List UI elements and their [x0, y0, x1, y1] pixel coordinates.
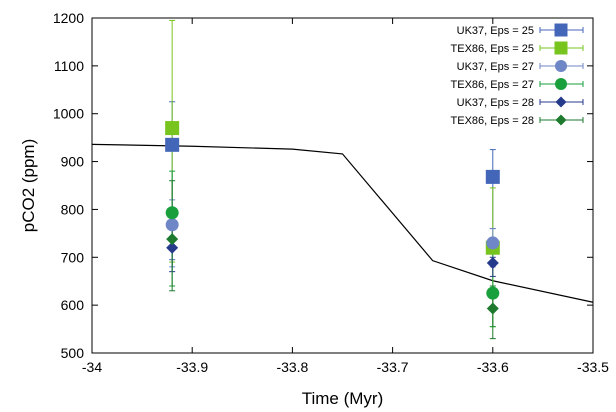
legend-marker [555, 78, 567, 90]
y-tick-label: 700 [61, 249, 85, 265]
legend-label: TEX86, Eps = 25 [451, 43, 534, 55]
series-0-errorbars [169, 101, 496, 261]
y-tick-label: 1100 [54, 58, 84, 74]
data-point [166, 233, 179, 246]
data-point [166, 241, 179, 254]
legend-marker [554, 23, 568, 37]
legend-marker [555, 60, 567, 72]
legend-entry: UK37, Eps = 28 [457, 96, 584, 109]
series-2-points [165, 218, 500, 250]
legend-label: UK37, Eps = 27 [457, 61, 534, 73]
series-5-points [166, 233, 499, 315]
data-point [485, 169, 500, 184]
x-tick-label: -33.8 [276, 359, 308, 375]
series-layer [91, 19, 594, 340]
y-tick-label: 500 [61, 345, 85, 361]
y-tick-label: 800 [61, 201, 85, 217]
data-point [165, 137, 180, 152]
series-0-points [165, 137, 500, 184]
series-2-errorbars [169, 199, 496, 268]
series-1-errorbars [169, 19, 496, 328]
series-4-points [166, 241, 499, 270]
legend: UK37, Eps = 25 TEX86, Eps = 25 UK37, Eps =… [451, 23, 584, 127]
legend-entry: TEX86, Eps = 28 [451, 114, 584, 127]
x-axis-title: Time (Myr) [302, 389, 384, 408]
data-point [165, 218, 179, 232]
x-tick-label: -34 [82, 359, 102, 375]
y-tick-label: 600 [61, 297, 85, 313]
series-3-errorbars [169, 170, 496, 328]
y-tick-label: 1000 [53, 106, 84, 122]
legend-label: UK37, Eps = 28 [457, 97, 534, 109]
x-tick-label: -33.7 [377, 359, 409, 375]
series-3-points [165, 206, 500, 300]
legend-entry: TEX86, Eps = 25 [451, 41, 584, 55]
legend-label: TEX86, Eps = 28 [451, 115, 534, 127]
data-point [165, 206, 179, 220]
legend-label: TEX86, Eps = 27 [451, 79, 534, 91]
data-point [486, 286, 500, 300]
legend-marker [554, 41, 568, 55]
legend-marker [555, 96, 567, 108]
data-point [486, 236, 500, 250]
y-axis-title: pCO2 (ppm) [19, 139, 38, 233]
axis-layer: -34 -33.9 -33.8 -33.7 -33.6 -33.5 500 600 700 800… [53, 10, 609, 375]
legend-marker [555, 114, 567, 126]
plot-frame [91, 17, 594, 354]
legend-entry: TEX86, Eps = 27 [451, 78, 584, 91]
data-point [486, 302, 499, 315]
data-point [486, 257, 499, 270]
legend-entry: UK37, Eps = 27 [457, 60, 584, 73]
x-tick-label: -33.6 [477, 359, 509, 375]
legend-label: UK37, Eps = 25 [457, 25, 534, 37]
legend-entry: UK37, Eps = 25 [457, 23, 584, 37]
data-point [165, 121, 180, 136]
y-tick-label: 1200 [53, 10, 84, 26]
series-5-errorbars [169, 180, 496, 340]
series-1-points [165, 121, 500, 255]
x-tick-label: -33.9 [176, 359, 208, 375]
x-tick-label: -33.5 [577, 359, 609, 375]
series-4-errorbars [169, 223, 496, 277]
y-tick-label: 900 [61, 154, 85, 170]
